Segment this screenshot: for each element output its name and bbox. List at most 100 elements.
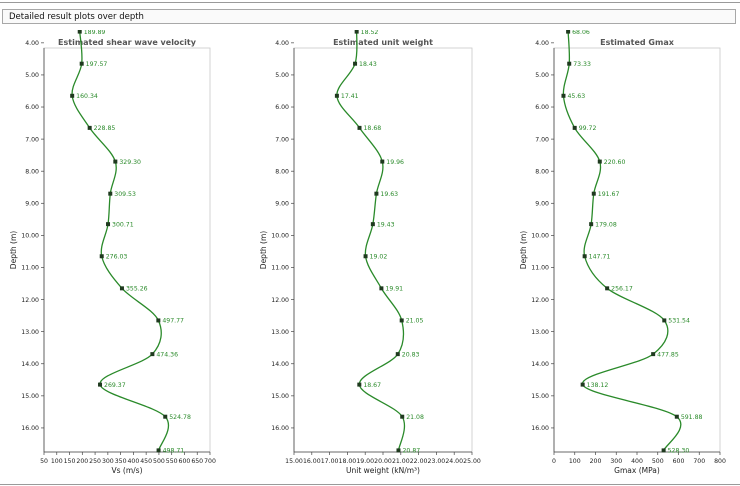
x-tick-label: 600 <box>179 458 191 465</box>
y-axis-label: Depth (m) <box>9 231 18 269</box>
data-point <box>70 93 75 98</box>
y-tick-label: 7.00 <box>275 136 289 143</box>
section-header[interactable]: Detailed result plots over depth <box>2 9 736 24</box>
y-tick-label: 12.00 <box>531 297 549 304</box>
data-point <box>156 448 161 453</box>
chart-panel-1: Estimated shear wave velocity 4.00 5.00 6.0… <box>9 30 216 475</box>
data-label: 19.63 <box>380 191 398 198</box>
x-tick-label: 150 <box>64 458 76 465</box>
data-label: 329.30 <box>119 159 141 166</box>
section-header-title: Detailed result plots over depth <box>9 12 144 22</box>
x-tick-label: 550 <box>166 458 178 465</box>
x-tick-label: 21.00 <box>392 458 410 465</box>
y-axis-label: Depth (m) <box>519 231 528 269</box>
data-point <box>108 191 113 196</box>
y-tick-label: 11.00 <box>271 265 289 272</box>
data-label: 18.52 <box>361 30 379 36</box>
x-tick-label: 350 <box>115 458 127 465</box>
x-tick-label: 23.00 <box>428 458 446 465</box>
y-tick-label: 6.00 <box>535 104 549 111</box>
x-tick-label: 100 <box>51 458 63 465</box>
data-point <box>380 159 385 164</box>
plot-frame <box>43 47 211 453</box>
x-tick-label: 18.00 <box>339 458 357 465</box>
data-label: 477.85 <box>657 351 679 358</box>
x-tick-label: 15.00 <box>285 458 303 465</box>
data-label: 19.43 <box>377 221 395 228</box>
y-tick-label: 7.00 <box>25 136 39 143</box>
data-label: 309.53 <box>114 191 136 198</box>
data-label: 220.60 <box>604 159 626 166</box>
y-tick-label: 5.00 <box>535 72 549 79</box>
data-label: 21.05 <box>406 318 424 325</box>
y-tick-label: 10.00 <box>21 233 39 240</box>
chart-panel-3: Estimated Gmax 4.00 5.00 6.00 7.00 8.00 9.00 10… <box>519 30 726 475</box>
data-point <box>572 125 577 130</box>
series-line <box>336 31 406 451</box>
y-tick-label: 13.00 <box>21 329 39 336</box>
data-point <box>98 382 103 387</box>
x-tick-label: 500 <box>652 458 664 465</box>
chart-title: Estimated shear wave velocity <box>58 38 197 47</box>
x-tick-label: 50 <box>40 458 48 465</box>
x-axis-label: Vs (m/s) <box>111 466 142 475</box>
data-label: 474.36 <box>156 351 178 358</box>
x-tick-label: 450 <box>140 458 152 465</box>
y-tick-label: 14.00 <box>271 361 289 368</box>
x-tick-label: 22.00 <box>410 458 428 465</box>
data-label: 528.30 <box>668 448 690 455</box>
data-point <box>597 159 602 164</box>
chart-panel-2: Estimated unit weight 4.00 5.00 6.00 7.00 8.0… <box>259 30 481 475</box>
y-tick-label: 11.00 <box>531 265 549 272</box>
x-tick-label: 200 <box>590 458 602 465</box>
data-label: 73.33 <box>573 61 591 68</box>
x-tick-label: 20.00 <box>374 458 392 465</box>
x-tick-label: 400 <box>631 458 643 465</box>
x-tick-label: 650 <box>191 458 203 465</box>
data-point <box>77 30 82 34</box>
data-label: 591.88 <box>681 414 703 421</box>
data-point <box>357 125 362 130</box>
x-tick-label: 100 <box>569 458 581 465</box>
x-axis-label: Unit weight (kN/m³) <box>346 466 420 475</box>
data-point <box>150 352 155 357</box>
data-label: 197.57 <box>86 61 108 68</box>
data-label: 138.12 <box>587 382 609 389</box>
y-axis-label: Depth (m) <box>259 231 268 269</box>
data-point <box>334 93 339 98</box>
plot-frame <box>553 47 721 453</box>
data-point <box>119 286 124 291</box>
y-tick-label: 16.00 <box>271 425 289 432</box>
x-tick-label: 400 <box>127 458 139 465</box>
x-tick-label: 0 <box>552 458 556 465</box>
x-tick-label: 24.00 <box>445 458 463 465</box>
data-point <box>561 93 566 98</box>
y-tick-label: 9.00 <box>275 200 289 207</box>
x-tick-label: 500 <box>153 458 165 465</box>
x-tick-label: 700 <box>204 458 216 465</box>
y-tick-label: 8.00 <box>25 168 39 175</box>
data-point <box>163 414 168 419</box>
x-tick-label: 300 <box>102 458 114 465</box>
data-point <box>353 61 358 66</box>
y-tick-label: 14.00 <box>531 361 549 368</box>
y-tick-label: 13.00 <box>531 329 549 336</box>
data-point <box>591 191 596 196</box>
data-label: 300.71 <box>112 221 134 228</box>
y-tick-label: 6.00 <box>275 104 289 111</box>
data-label: 19.91 <box>385 286 403 293</box>
y-tick-label: 4.00 <box>25 40 39 47</box>
data-label: 256.17 <box>611 286 633 293</box>
data-point <box>379 286 384 291</box>
data-point <box>87 125 92 130</box>
data-label: 160.34 <box>76 93 98 100</box>
data-point <box>99 254 104 259</box>
data-point <box>580 382 585 387</box>
y-tick-label: 5.00 <box>25 72 39 79</box>
x-tick-label: 19.00 <box>356 458 374 465</box>
data-label: 45.63 <box>567 93 585 100</box>
y-tick-label: 14.00 <box>21 361 39 368</box>
data-label: 498.71 <box>163 448 185 455</box>
data-label: 19.96 <box>386 159 404 166</box>
x-tick-label: 700 <box>693 458 705 465</box>
